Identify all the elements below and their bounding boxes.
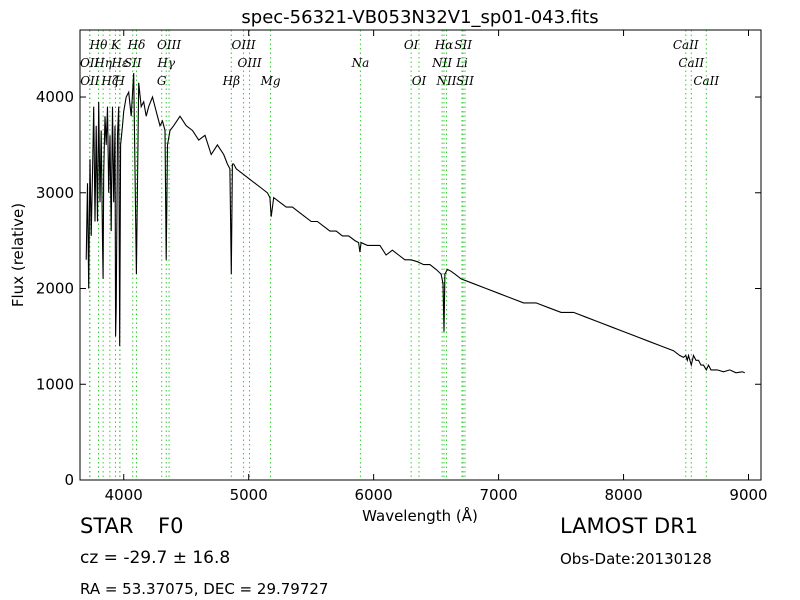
line-label: Na [351,56,370,70]
line-label: SII [124,56,142,70]
class-label: STAR [80,514,134,538]
y-tick-label: 0 [64,471,74,489]
y-axis-ticks: 0 1000 2000 3000 4000 [36,88,761,489]
line-label: Hα [434,38,454,52]
line-label: Hζ [100,74,119,88]
line-label: Hδ [127,38,146,52]
subclass-label: F0 [158,514,184,538]
line-label: H [114,74,126,88]
line-label: Li [455,56,468,70]
line-label: Hθ [89,38,108,52]
y-axis-label: Flux (relative) [9,203,27,307]
x-tick-label: 5000 [230,486,268,504]
x-tick-label: 8000 [604,486,642,504]
line-label: OI [412,74,427,88]
obs-date: Obs-Date:20130128 [560,550,712,568]
line-label: Hη [93,56,112,70]
line-label: OI [404,38,419,52]
x-axis-label: Wavelength (Å) [362,506,478,525]
y-tick-label: 4000 [36,88,74,106]
line-label: CaII [678,56,704,70]
chart-title: spec-56321-VB053N32V1_sp01-043.fits [241,7,598,28]
y-tick-label: 1000 [36,375,74,393]
x-tick-label: 7000 [480,486,518,504]
line-label: OIII [238,56,262,70]
line-label: SII [454,38,472,52]
plot-frame [79,29,762,481]
line-label: G [157,74,167,88]
line-label: Hε [111,56,129,70]
line-label: CaII [673,38,699,52]
y-tick-label: 3000 [36,184,74,202]
line-label: SII [456,74,474,88]
y-tick-label: 2000 [36,280,74,298]
survey-label: LAMOST DR1 [560,514,699,538]
spectrum-line [85,73,746,374]
line-label: Hβ [222,74,240,88]
line-label: K [110,38,121,52]
line-label: CaII [693,74,719,88]
line-label: NII [435,74,456,88]
x-tick-label: 6000 [355,486,393,504]
line-label: OIII [157,38,181,52]
line-label: OII [80,74,100,88]
line-label: Mg [260,74,281,88]
x-tick-label: 9000 [729,486,767,504]
cz-value: cz = -29.7 ± 16.8 [80,548,231,568]
x-axis-ticks: 4000 5000 6000 7000 8000 9000 [105,30,768,504]
x-tick-label: 4000 [105,486,143,504]
line-label: NII [431,56,452,70]
line-label: Hγ [156,56,175,70]
coordinates: RA = 53.37075, DEC = 29.79727 [80,580,329,598]
line-label: OIII [232,38,256,52]
line-label: OII [80,56,100,70]
